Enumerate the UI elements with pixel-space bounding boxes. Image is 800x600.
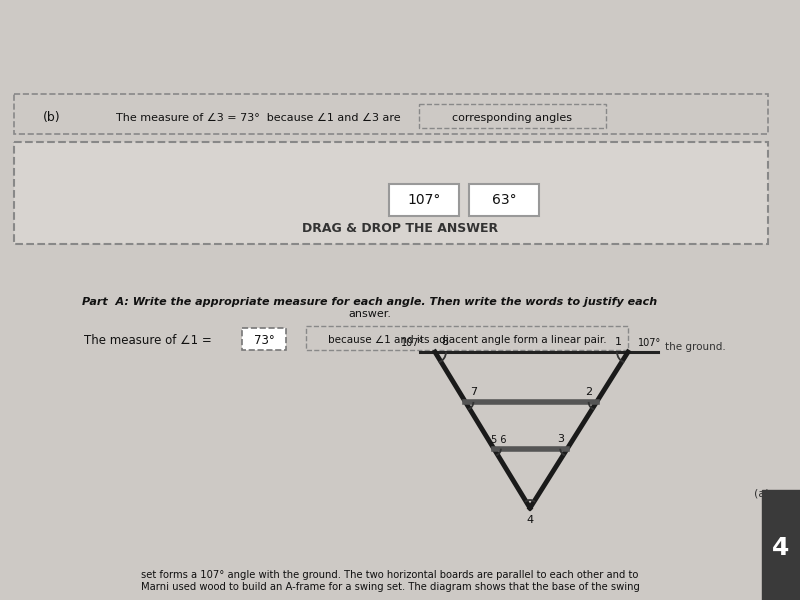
Text: Marni used wood to build an A-frame for a swing set. The diagram shows that the : Marni used wood to build an A-frame for …	[141, 582, 639, 592]
Text: 1: 1	[614, 337, 622, 347]
Text: the ground.: the ground.	[665, 342, 726, 352]
Text: DRAG & DROP THE ANSWER: DRAG & DROP THE ANSWER	[302, 221, 498, 235]
Text: 107°: 107°	[407, 193, 441, 207]
Text: 4: 4	[772, 536, 790, 560]
Text: 2: 2	[585, 387, 592, 397]
Text: (b): (b)	[43, 112, 61, 124]
Text: 3: 3	[557, 434, 564, 444]
FancyBboxPatch shape	[389, 184, 459, 216]
Text: 7: 7	[470, 387, 477, 397]
Text: 63°: 63°	[492, 193, 516, 207]
Text: 107°: 107°	[402, 338, 425, 348]
Text: set forms a 107° angle with the ground. The two horizontal boards are parallel t: set forms a 107° angle with the ground. …	[142, 570, 638, 580]
Text: answer.: answer.	[349, 309, 391, 319]
Text: (a): (a)	[754, 488, 770, 498]
Text: 107°: 107°	[638, 338, 662, 348]
Text: The measure of ∠1 =: The measure of ∠1 =	[84, 334, 212, 346]
Text: because ∠1 and its adjacent angle form a linear pair.: because ∠1 and its adjacent angle form a…	[328, 335, 606, 345]
FancyBboxPatch shape	[469, 184, 539, 216]
Text: The measure of ∠3 = 73°  because ∠1 and ∠3 are: The measure of ∠3 = 73° because ∠1 and ∠…	[116, 113, 400, 123]
FancyBboxPatch shape	[14, 142, 768, 244]
Text: 8: 8	[442, 337, 449, 347]
Text: Part  A: Write the appropriate measure for each angle. Then write the words to j: Part A: Write the appropriate measure fo…	[82, 297, 658, 307]
Bar	[762, 490, 800, 600]
FancyBboxPatch shape	[242, 328, 286, 350]
Text: 73°: 73°	[254, 334, 274, 346]
Text: 4: 4	[526, 515, 534, 525]
Text: corresponding angles: corresponding angles	[452, 113, 572, 123]
Text: 5 6: 5 6	[491, 435, 506, 445]
